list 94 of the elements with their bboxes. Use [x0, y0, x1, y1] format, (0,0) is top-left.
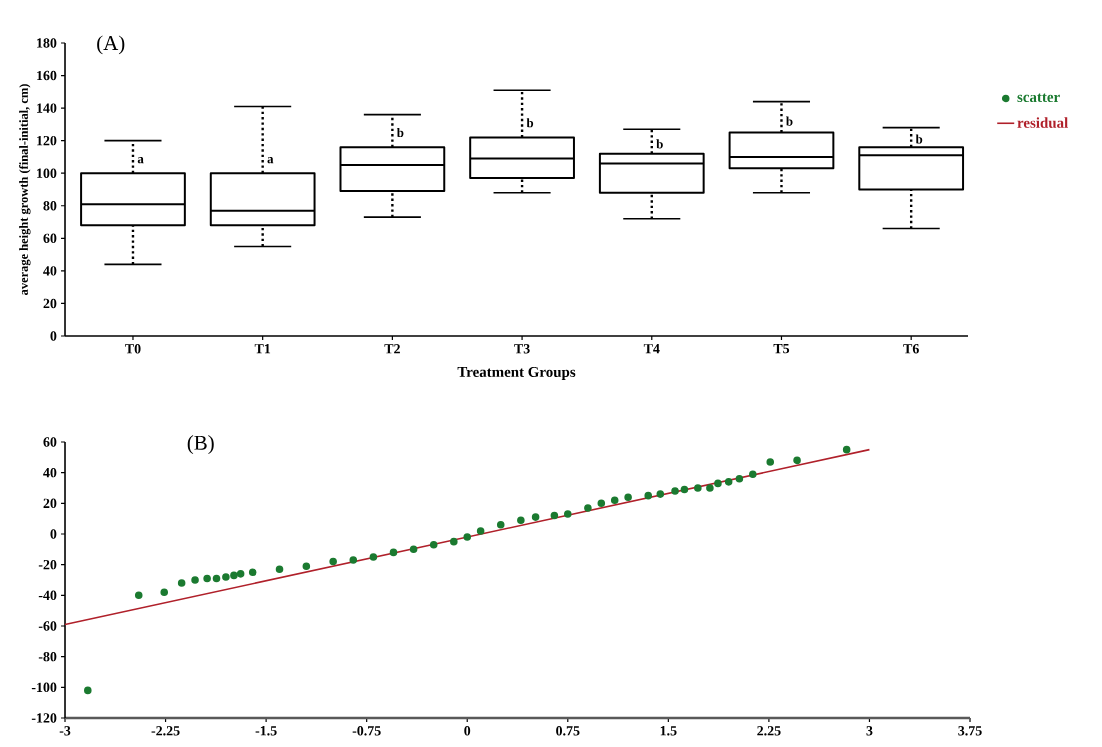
point: [680, 485, 689, 494]
annotation: b: [786, 116, 793, 126]
annotation: b: [656, 139, 663, 149]
point: [177, 579, 186, 587]
y-tick-label: -100: [31, 682, 57, 693]
point: [409, 545, 418, 554]
y-tick-label: 20: [43, 498, 57, 509]
y-tick-label: 0: [50, 331, 57, 341]
y-tick-label: -120: [31, 713, 57, 723]
y-tick-label: 140: [37, 103, 57, 113]
point: [564, 510, 572, 518]
point: [222, 573, 230, 581]
point: [749, 470, 757, 478]
y-tick-label: 0: [50, 529, 57, 539]
point: [389, 548, 398, 557]
point: [248, 568, 257, 577]
x-tick-label: T5: [773, 344, 790, 354]
point: [134, 591, 143, 600]
point: [842, 445, 851, 454]
point: [724, 478, 733, 486]
annotation: b: [915, 134, 923, 144]
x-tick-label: 0: [464, 726, 471, 736]
y-tick-label: 120: [37, 135, 57, 146]
y-tick-label: 20: [43, 298, 57, 309]
x-tick-label: -2.25: [151, 726, 180, 736]
point: [476, 527, 485, 535]
annotation: b: [396, 127, 404, 138]
x-tick-label: T0: [125, 344, 141, 354]
annotation: a: [137, 157, 144, 164]
point: [191, 576, 199, 584]
point: [793, 456, 801, 465]
point: [735, 475, 744, 483]
point: [656, 490, 665, 498]
y-axis-title: average height growth (final-initial, cm): [19, 84, 31, 295]
x-tick-label: -1.5: [255, 726, 277, 736]
point: [236, 570, 245, 578]
point: [766, 458, 775, 466]
point: [610, 496, 619, 505]
x-tick-label: 3: [866, 726, 873, 736]
point: [450, 537, 458, 546]
point: [624, 493, 632, 501]
point: [496, 521, 505, 529]
point: [212, 574, 221, 583]
y-tick-label: -20: [38, 559, 57, 570]
point: [706, 484, 714, 492]
x-tick-label: T1: [254, 344, 271, 354]
chart-title: (B): [187, 435, 214, 455]
point: [517, 516, 525, 524]
y-tick-label: 180: [37, 38, 57, 48]
y-tick-label: 60: [43, 437, 57, 447]
x-tick-label: T2: [384, 344, 400, 354]
point: [369, 553, 378, 561]
legend-label: residual: [1017, 117, 1068, 128]
x-tick-label: T6: [903, 344, 919, 354]
point: [714, 479, 722, 488]
x-tick-label: T3: [514, 344, 530, 354]
y-tick-label: 160: [37, 70, 57, 81]
y-tick-label: -60: [38, 621, 57, 631]
point: [203, 574, 211, 583]
point: [429, 540, 438, 549]
point: [597, 499, 606, 508]
point: [644, 491, 653, 500]
point: [694, 484, 702, 492]
point: [302, 562, 311, 570]
y-tick-label: 100: [37, 168, 57, 178]
point: [463, 533, 472, 541]
point: [160, 588, 169, 597]
x-tick-label: T4: [643, 344, 660, 354]
y-tick-label: 40: [43, 467, 57, 478]
y-tick-label: 80: [43, 201, 57, 211]
x-tick-label: -3: [59, 726, 71, 736]
y-tick-label: -80: [38, 651, 57, 662]
point: [584, 504, 592, 512]
point: [550, 511, 559, 520]
point: [230, 571, 238, 580]
point: [329, 557, 337, 566]
point: [84, 686, 92, 695]
chart-title: (A): [97, 35, 125, 55]
point: [275, 565, 284, 574]
x-tick-label: -0.75: [352, 726, 381, 736]
y-tick-label: -40: [38, 590, 57, 601]
x-tick-label: 2.25: [757, 726, 781, 736]
x-tick-label: 0.75: [556, 726, 580, 736]
x-tick-label: 3.75: [958, 726, 982, 736]
annotation: b: [526, 118, 534, 128]
annotation: a: [267, 157, 274, 164]
point: [531, 513, 540, 521]
y-tick-label: 60: [43, 233, 57, 244]
y-tick-label: 40: [43, 266, 57, 276]
x-tick-label: 1.5: [660, 726, 677, 736]
point: [671, 487, 679, 495]
legend-label: scatter: [1017, 93, 1060, 103]
x-axis-title: Treatment Groups: [457, 366, 576, 381]
point: [349, 556, 358, 564]
